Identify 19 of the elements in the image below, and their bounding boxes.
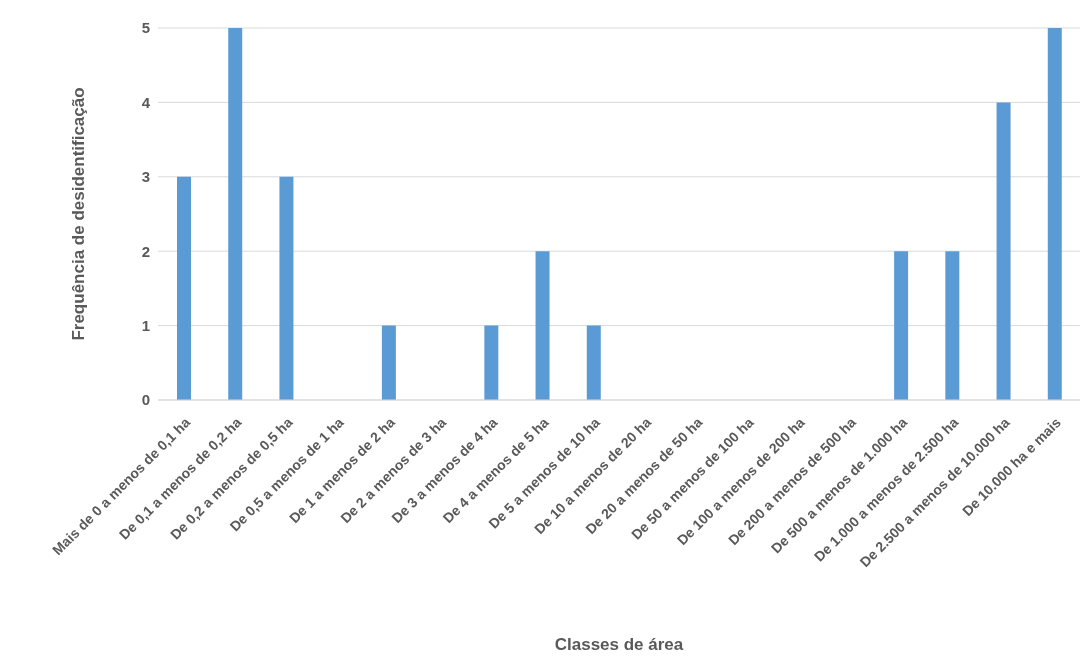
y-tick-label: 4 — [141, 93, 151, 111]
bar — [484, 325, 499, 400]
y-tick-label: 5 — [141, 19, 150, 37]
bar — [586, 325, 601, 400]
y-tick-label: 1 — [141, 316, 150, 334]
bar — [945, 251, 960, 400]
bar — [894, 251, 909, 400]
bar — [228, 28, 243, 400]
y-tick-label: 2 — [141, 242, 150, 260]
bar — [535, 251, 550, 400]
bar — [177, 176, 191, 400]
bar — [1047, 28, 1062, 400]
y-axis-title: Frequência de desidentificação — [69, 87, 89, 341]
y-tick-label: 3 — [141, 168, 150, 186]
bar — [279, 176, 294, 400]
bar — [996, 102, 1011, 400]
bar — [381, 325, 396, 400]
y-tick-label: 0 — [141, 391, 150, 409]
x-axis-title: Classes de área — [554, 635, 684, 654]
